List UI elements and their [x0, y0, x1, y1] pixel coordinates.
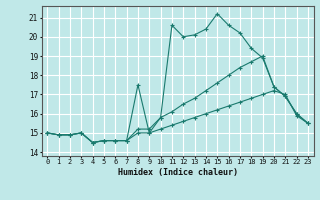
- X-axis label: Humidex (Indice chaleur): Humidex (Indice chaleur): [118, 168, 237, 177]
